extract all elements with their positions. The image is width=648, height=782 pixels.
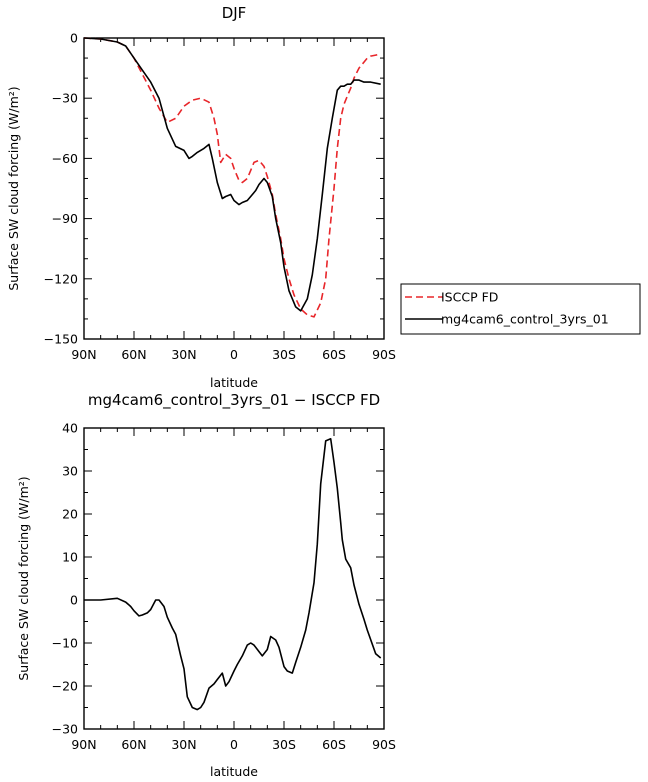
chart-1-x-axis-label: latitude <box>210 375 258 390</box>
chart-2-x-tick-label: 0 <box>230 737 238 752</box>
chart-1-y-tick-label: −150 <box>44 332 78 347</box>
chart-1-x-tick-label: 30S <box>272 347 296 362</box>
chart-1-y-tick-label: −90 <box>52 211 78 226</box>
chart-1-x-tick-label: 30N <box>171 347 196 362</box>
chart-2-x-axis-label: latitude <box>210 764 258 779</box>
chart-2-x-tick-label: 30N <box>171 737 196 752</box>
chart-2-x-tick-label: 90S <box>372 737 396 752</box>
chart-2-y-tick-label: −30 <box>52 722 78 737</box>
chart-1-series-mg4cam6-control-3yrs-01-line <box>83 37 381 312</box>
chart-2-title: mg4cam6_control_3yrs_01 − ISCCP FD <box>88 391 380 410</box>
chart-1-frame <box>83 37 385 340</box>
chart-2-series-difference-line <box>84 437 382 711</box>
chart-2-x-tick-label: 60N <box>121 737 146 752</box>
chart-1-title: DJF <box>222 4 247 22</box>
chart-2-y-tick-label: −10 <box>52 636 78 651</box>
legend-label-1: ISCCP FD <box>441 290 498 305</box>
chart-2-y-tick-label: −20 <box>52 679 78 694</box>
chart-1-x-tick-label: 0 <box>230 347 238 362</box>
chart-2-y-axis-label: Surface SW cloud forcing (W/m²) <box>16 476 31 680</box>
chart-2-x-tick-label: 30S <box>272 737 296 752</box>
chart-1-y-tick-label: −120 <box>44 271 78 286</box>
chart-2-y-tick-label: 0 <box>70 593 78 608</box>
legend-label-2: mg4cam6_control_3yrs_01 <box>441 312 609 327</box>
chart-2-frame <box>83 427 385 730</box>
chart-1-y-axis-label: Surface SW cloud forcing (W/m²) <box>6 86 21 290</box>
chart-1-x-tick-label: 90S <box>372 347 396 362</box>
chart-2-y-tick-label: 40 <box>62 421 78 436</box>
chart-1-x-tick-label: 90N <box>71 347 96 362</box>
chart-2-y-tick-label: 20 <box>62 507 78 522</box>
chart-1-x-tick-label: 60N <box>121 347 146 362</box>
chart-1-series-isccp-fd-line <box>83 37 381 318</box>
chart-2-x-tick-label: 60S <box>322 737 346 752</box>
chart-1-y-tick-label: −60 <box>52 151 78 166</box>
chart-2-x-tick-label: 90N <box>71 737 96 752</box>
chart-2-y-tick-label: 30 <box>62 464 78 479</box>
chart-2-y-tick-label: 10 <box>62 550 78 565</box>
chart-1-y-tick-label: 0 <box>70 31 78 46</box>
chart-1-x-tick-label: 60S <box>322 347 346 362</box>
chart-1-y-tick-label: −30 <box>52 91 78 106</box>
legend-box <box>400 283 641 335</box>
